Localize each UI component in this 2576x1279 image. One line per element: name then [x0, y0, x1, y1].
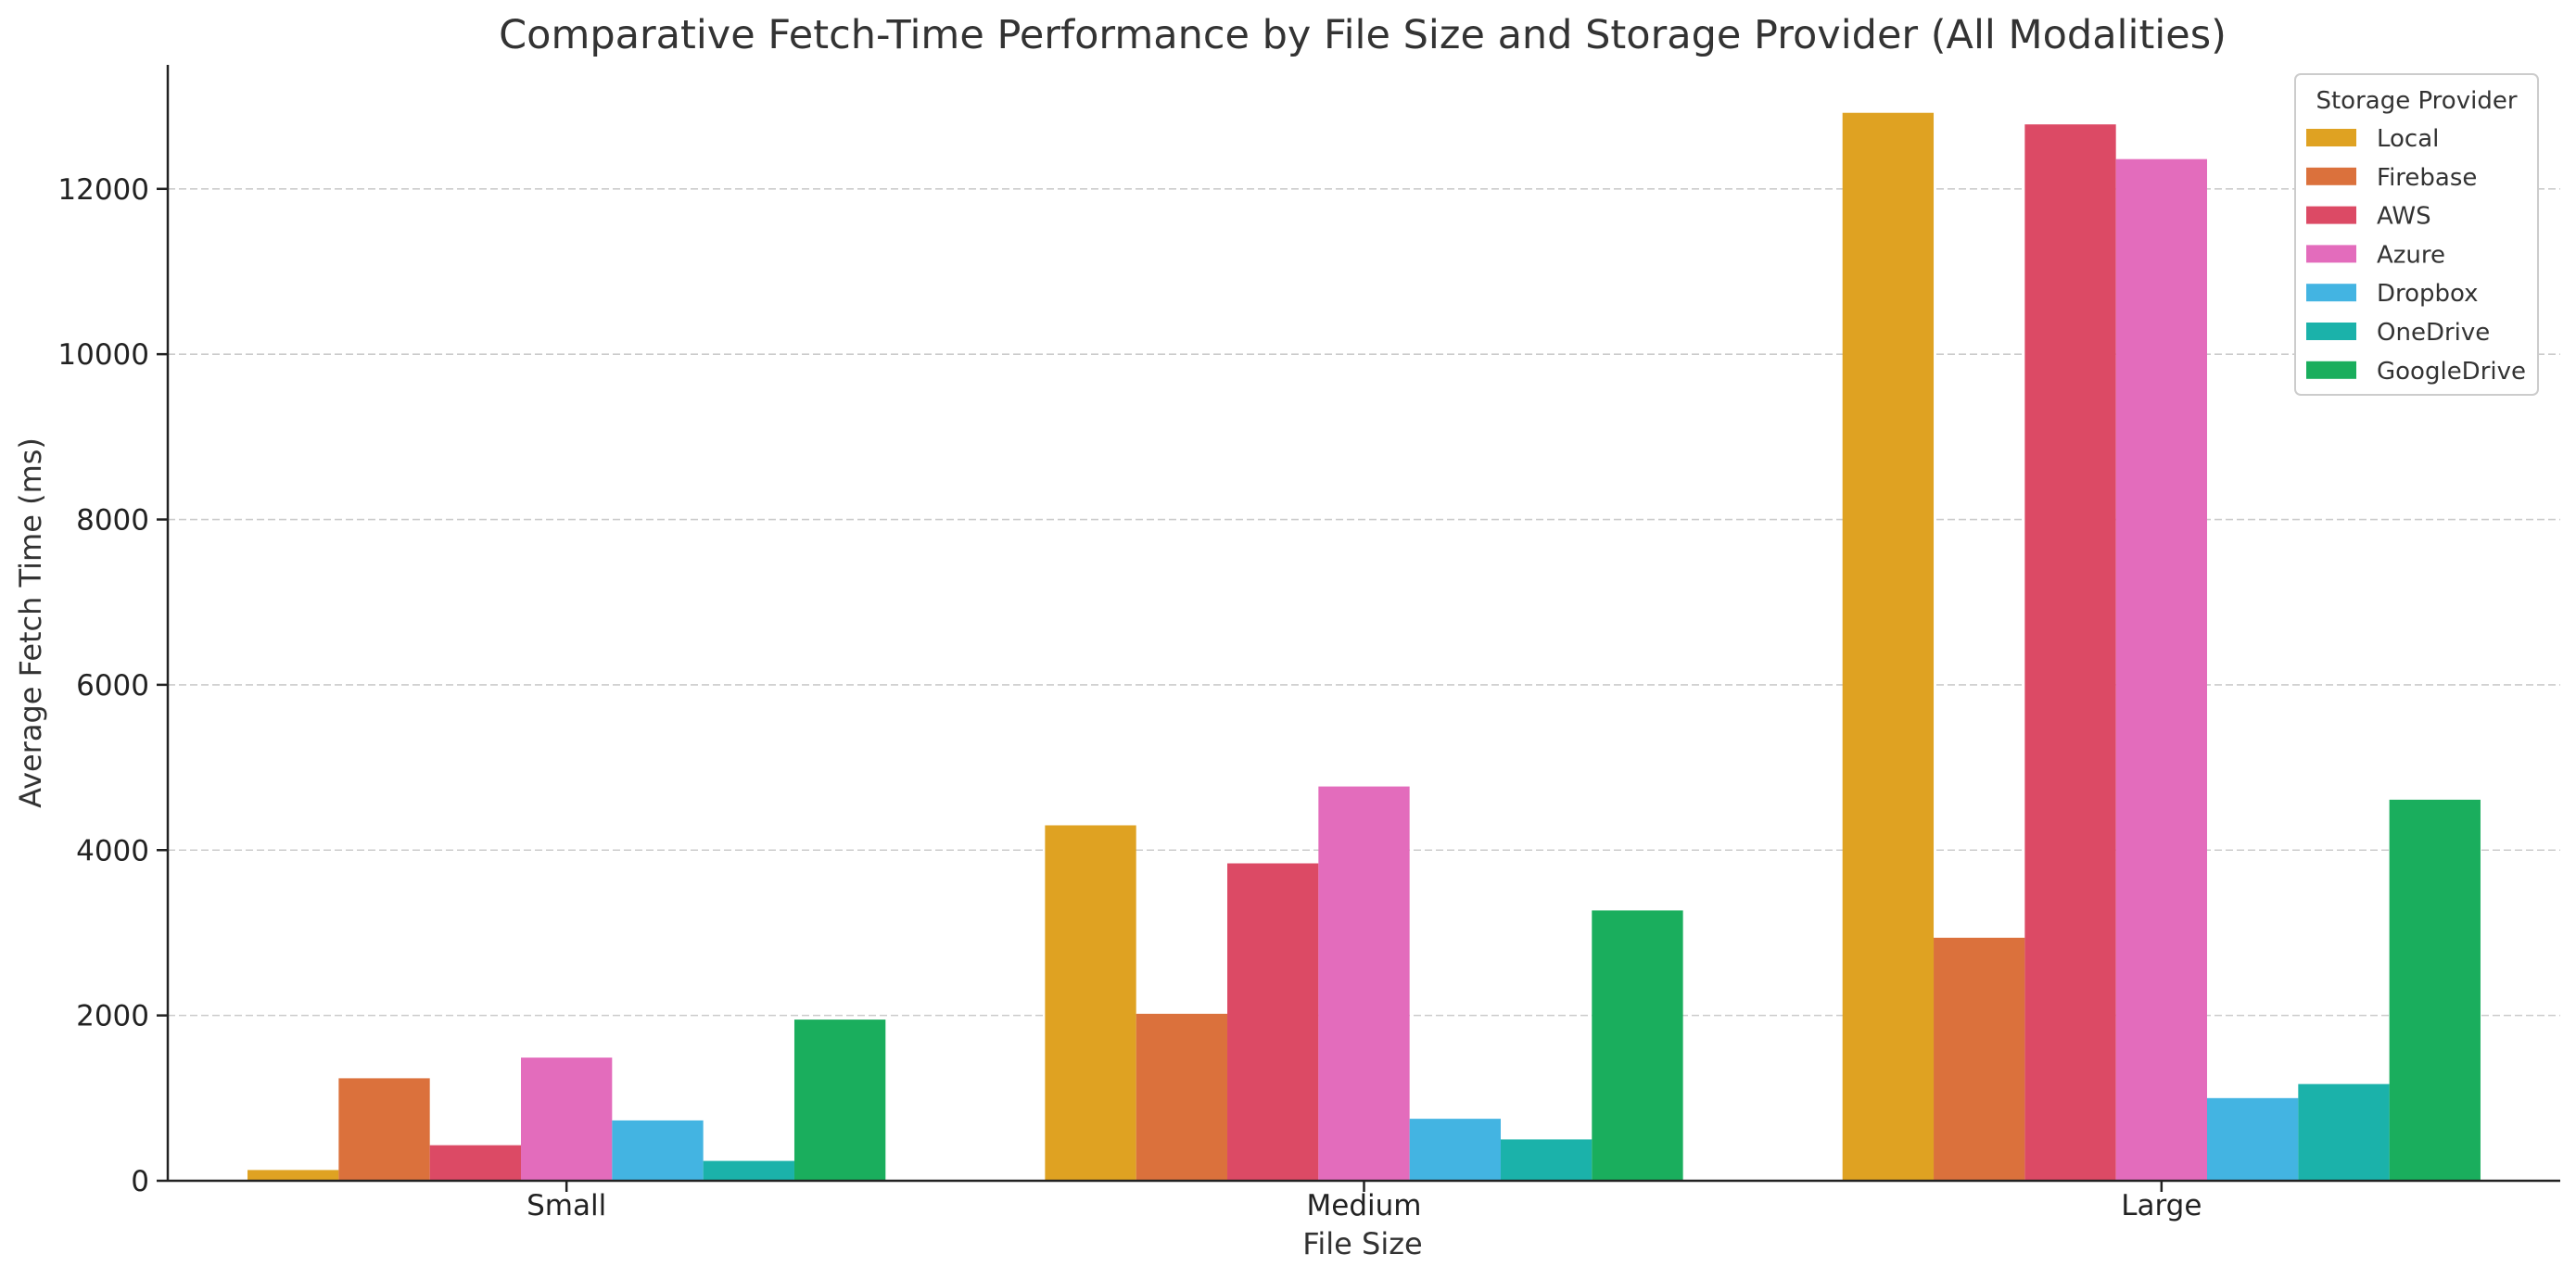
- legend-label-azure: Azure: [2377, 241, 2445, 269]
- x-tick-label-large: Large: [2121, 1189, 2202, 1222]
- legend-swatch-dropbox: [2306, 284, 2356, 302]
- y-axis-label: Average Fetch Time (ms): [13, 437, 48, 808]
- bar-local-large: [1842, 112, 1935, 1181]
- bar-googledrive-small: [793, 1019, 886, 1181]
- y-tick-label: 2000: [76, 1000, 149, 1033]
- y-tick-label: 0: [131, 1165, 149, 1198]
- bar-local-medium: [1045, 825, 1136, 1181]
- bar-dropbox-small: [612, 1120, 704, 1181]
- bar-dropbox-large: [2206, 1097, 2299, 1181]
- x-axis-ticks: Small Medium Large: [527, 1181, 2202, 1222]
- legend-swatch-onedrive: [2306, 323, 2356, 340]
- legend-label-local: Local: [2377, 125, 2439, 153]
- bar-azure-small: [521, 1057, 613, 1181]
- legend-swatch-firebase: [2306, 167, 2356, 185]
- y-tick-label: 8000: [76, 504, 149, 538]
- bar-onedrive-medium: [1500, 1139, 1593, 1181]
- legend-label-googledrive: GoogleDrive: [2377, 358, 2526, 386]
- y-tick-label: 10000: [57, 338, 149, 372]
- bar-azure-medium: [1318, 786, 1410, 1181]
- bar-aws-small: [429, 1145, 522, 1181]
- bar-dropbox-medium: [1409, 1119, 1501, 1181]
- bars: [247, 112, 2481, 1181]
- bar-local-small: [247, 1170, 339, 1181]
- y-tick-label: 4000: [76, 834, 149, 867]
- bar-googledrive-medium: [1592, 910, 1683, 1181]
- legend-box: [2294, 73, 2539, 396]
- chart-title: Comparative Fetch-Time Performance by Fi…: [499, 12, 2227, 58]
- bar-firebase-small: [338, 1078, 430, 1181]
- legend-label-onedrive: OneDrive: [2377, 319, 2490, 347]
- bar-firebase-medium: [1136, 1013, 1228, 1181]
- y-axis-ticks: 0 2000 4000 6000 8000 10000 12000: [57, 173, 168, 1198]
- legend-swatch-azure: [2306, 245, 2356, 263]
- legend-label-aws: AWS: [2377, 203, 2431, 231]
- x-axis-label: File Size: [1302, 1226, 1422, 1261]
- legend-title: Storage Provider: [2316, 87, 2517, 115]
- bar-aws-medium: [1227, 863, 1319, 1181]
- bar-onedrive-small: [703, 1160, 794, 1181]
- legend-swatch-aws: [2306, 206, 2356, 224]
- x-tick-label-small: Small: [527, 1189, 606, 1222]
- legend-items: Local Firebase AWS Azure Dropbox OneDrive Goog…: [2306, 125, 2526, 386]
- bar-aws-large: [2024, 124, 2116, 1181]
- x-tick-label-medium: Medium: [1307, 1189, 1422, 1222]
- legend-swatch-local: [2306, 129, 2356, 146]
- bar-onedrive-large: [2298, 1083, 2390, 1181]
- legend-swatch-googledrive: [2306, 361, 2356, 379]
- legend: Storage Provider Local Firebase AWS Azure Dr…: [2294, 73, 2539, 396]
- y-tick-label: 6000: [76, 669, 149, 703]
- bar-azure-large: [2115, 158, 2207, 1181]
- legend-label-firebase: Firebase: [2377, 164, 2477, 192]
- y-tick-label: 12000: [57, 173, 149, 207]
- legend-label-dropbox: Dropbox: [2377, 280, 2479, 308]
- bar-googledrive-large: [2389, 799, 2481, 1181]
- bar-firebase-large: [1934, 937, 2025, 1181]
